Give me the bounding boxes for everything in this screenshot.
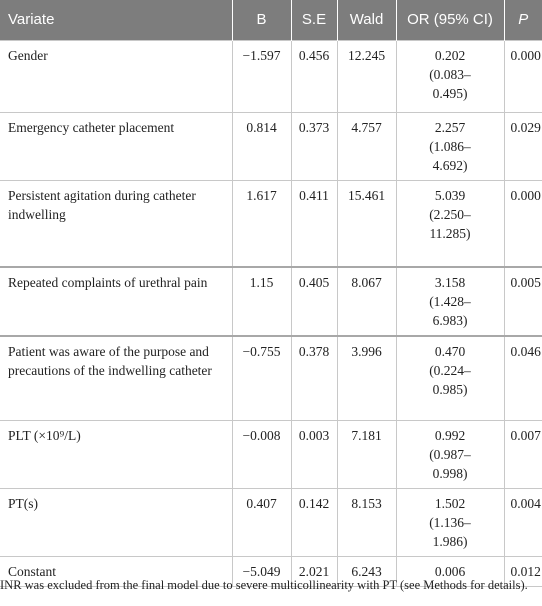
p-cell: 0.029 bbox=[503, 112, 542, 181]
or-cell: 1.502 (1.136–1.986) bbox=[395, 488, 505, 557]
variate-cell: PLT (×10⁹/L) bbox=[0, 420, 233, 489]
b-cell: −5.049 bbox=[231, 556, 292, 587]
table-body: Gender −1.597 0.456 12.245 0.202 (0.083–0.495… bbox=[0, 40, 542, 587]
variate-cell: Constant bbox=[0, 556, 233, 587]
footnote: INR was excluded from the final model du… bbox=[0, 578, 528, 592]
table-row: Persistent agitation during catheter ind… bbox=[0, 180, 542, 268]
variate-cell: Gender bbox=[0, 40, 233, 113]
or-ci: (0.987–0.998) bbox=[429, 447, 471, 481]
se-cell: 0.142 bbox=[290, 488, 338, 557]
p-cell: 0.046 bbox=[503, 335, 542, 421]
or-ci: (0.083–0.495) bbox=[429, 67, 471, 101]
header-cell: OR (95% CI) bbox=[396, 0, 505, 41]
se-cell: 0.373 bbox=[290, 112, 338, 181]
p-cell: 0.007 bbox=[503, 420, 542, 489]
or-cell: 5.039 (2.250–11.285) bbox=[395, 180, 505, 268]
or-ci: (1.136–1.986) bbox=[429, 515, 471, 549]
or-value: 0.992 bbox=[434, 428, 466, 443]
or-cell: 0.992 (0.987–0.998) bbox=[395, 420, 505, 489]
se-cell: 2.021 bbox=[290, 556, 338, 587]
table-row: Repeated complaints of urethral pain 1.15… bbox=[0, 266, 542, 337]
b-cell: 0.814 bbox=[231, 112, 292, 181]
or-value: 0.202 bbox=[434, 48, 466, 63]
or-cell: 0.006 bbox=[395, 556, 505, 587]
or-ci: (1.428–6.983) bbox=[429, 293, 471, 328]
p-cell: 0.004 bbox=[503, 488, 542, 557]
table-row: Gender −1.597 0.456 12.245 0.202 (0.083–0.495… bbox=[0, 40, 542, 113]
header-cell: B bbox=[232, 0, 292, 41]
b-cell: −1.597 bbox=[231, 40, 292, 113]
variate-cell: Persistent agitation during catheter ind… bbox=[0, 180, 233, 268]
wald-cell: 15.461 bbox=[336, 180, 397, 268]
wald-cell: 7.181 bbox=[336, 420, 397, 489]
b-cell: −0.755 bbox=[231, 335, 292, 421]
table-row: Constant −5.049 2.021 6.243 0.006 0.012 bbox=[0, 556, 542, 587]
b-cell: 1.15 bbox=[231, 266, 292, 337]
or-cell: 2.257 (1.086–4.692) bbox=[395, 112, 505, 181]
p-cell: 0.005 bbox=[503, 266, 542, 337]
variate-cell: Repeated complaints of urethral pain bbox=[0, 266, 233, 337]
or-value: 1.502 bbox=[434, 496, 466, 511]
header-cell: Wald bbox=[337, 0, 397, 41]
or-value: 0.006 bbox=[434, 564, 466, 579]
or-value: 5.039 bbox=[434, 188, 466, 203]
wald-cell: 12.245 bbox=[336, 40, 397, 113]
or-cell: 3.158 (1.428–6.983) bbox=[395, 266, 505, 337]
se-cell: 0.456 bbox=[290, 40, 338, 113]
results-table: Variate B S.E Wald OR (95% CI) P Gender −1.597… bbox=[0, 0, 542, 587]
or-value: 2.257 bbox=[434, 120, 466, 135]
se-cell: 0.003 bbox=[290, 420, 338, 489]
header-cell: P bbox=[504, 0, 542, 41]
wald-cell: 8.153 bbox=[336, 488, 397, 557]
or-cell: 0.470 (0.224–0.985) bbox=[395, 335, 505, 421]
or-value: 0.470 bbox=[434, 343, 466, 359]
se-cell: 0.411 bbox=[290, 180, 338, 268]
table-row: Patient was aware of the purpose and pre… bbox=[0, 335, 542, 421]
se-cell: 0.378 bbox=[290, 335, 338, 421]
wald-cell: 8.067 bbox=[336, 266, 397, 337]
p-cell: 0.000 bbox=[503, 180, 542, 268]
header-row: Variate B S.E Wald OR (95% CI) P bbox=[0, 0, 542, 41]
variate-cell: Emergency catheter placement bbox=[0, 112, 233, 181]
wald-cell: 4.757 bbox=[336, 112, 397, 181]
table-row: PT(s) 0.407 0.142 8.153 1.502 (1.136–1.986) 0.… bbox=[0, 488, 542, 557]
p-cell: 0.000 bbox=[503, 40, 542, 113]
b-cell: 1.617 bbox=[231, 180, 292, 268]
wald-cell: 3.996 bbox=[336, 335, 397, 421]
b-cell: −0.008 bbox=[231, 420, 292, 489]
table-row: Emergency catheter placement 0.814 0.373 4.… bbox=[0, 112, 542, 181]
or-value: 3.158 bbox=[434, 274, 466, 290]
or-ci: (1.086–4.692) bbox=[429, 139, 471, 173]
or-ci: (2.250–11.285) bbox=[429, 207, 471, 241]
header-cell: S.E bbox=[291, 0, 338, 41]
header-cell: Variate bbox=[0, 0, 233, 41]
p-cell: 0.012 bbox=[503, 556, 542, 587]
or-ci: (0.224–0.985) bbox=[429, 362, 471, 397]
or-cell: 0.202 (0.083–0.495) bbox=[395, 40, 505, 113]
b-cell: 0.407 bbox=[231, 488, 292, 557]
se-cell: 0.405 bbox=[290, 266, 338, 337]
variate-cell: Patient was aware of the purpose and pre… bbox=[0, 335, 233, 421]
variate-cell: PT(s) bbox=[0, 488, 233, 557]
table-row: PLT (×10⁹/L) −0.008 0.003 7.181 0.992 (0.987–… bbox=[0, 420, 542, 489]
